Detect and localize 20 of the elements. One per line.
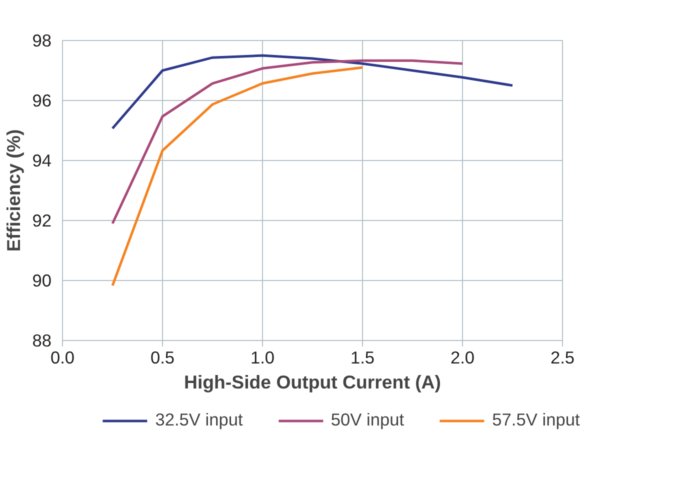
x-axis-title: High-Side Output Current (A) — [184, 372, 442, 392]
y-tick-label: 92 — [32, 210, 52, 230]
y-axis-title: Efficiency (%) — [3, 129, 24, 252]
x-tick-label: 1.5 — [350, 348, 375, 368]
y-tick-label: 94 — [32, 150, 52, 170]
x-tick-label: 1.0 — [250, 348, 275, 368]
x-tick-label: 2.5 — [550, 348, 575, 368]
legend-label: 50V input — [330, 410, 404, 430]
line-series — [111, 66, 364, 287]
x-tick-label: 0.0 — [50, 348, 75, 368]
legend-label: 57.5V input — [492, 410, 580, 430]
y-tick-label: 90 — [32, 270, 52, 290]
y-tick-label: 96 — [32, 90, 52, 110]
line-series — [111, 54, 514, 130]
y-tick-label: 88 — [32, 330, 52, 350]
x-tick-label: 0.5 — [150, 348, 175, 368]
x-tick-label: 2.0 — [450, 348, 475, 368]
y-tick-label: 98 — [32, 30, 52, 50]
legend-label: 32.5V input — [155, 410, 243, 430]
line-series — [111, 59, 464, 225]
